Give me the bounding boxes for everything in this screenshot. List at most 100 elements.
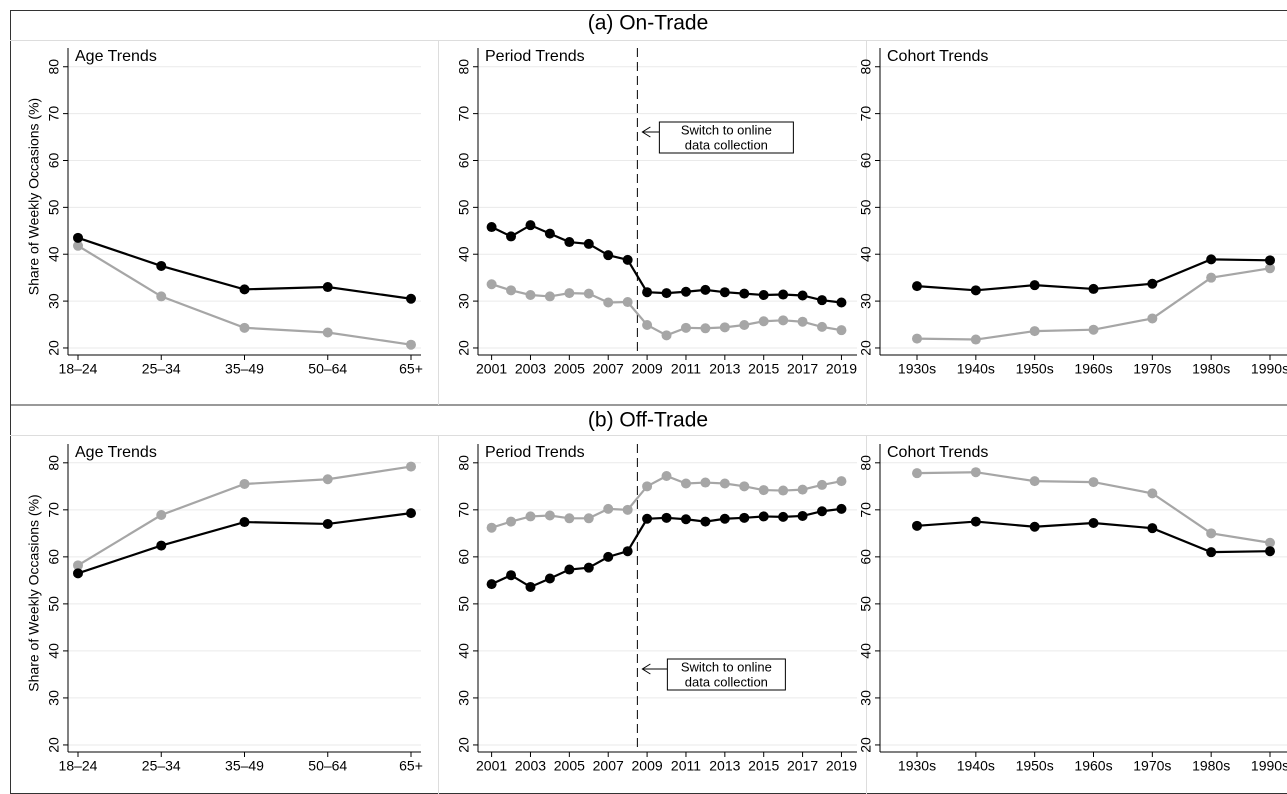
x-tick-label: 2001 [476, 758, 507, 774]
point [836, 476, 847, 487]
x-tick-label: 2017 [787, 758, 818, 774]
point [758, 290, 769, 301]
point [970, 467, 981, 478]
point [583, 238, 594, 249]
annotation-arrow [641, 663, 668, 675]
point [1088, 517, 1099, 528]
point [700, 284, 711, 295]
point [739, 288, 750, 299]
x-tick-label: 2015 [748, 361, 779, 377]
y-tick-label: 70 [456, 106, 472, 122]
point [506, 231, 517, 242]
x-tick-label: 2001 [476, 361, 507, 377]
point [406, 339, 416, 350]
point [486, 579, 497, 590]
x-tick-label: 1950s [1016, 758, 1054, 774]
y-tick-label: 70 [456, 502, 472, 518]
annotation-box [666, 658, 786, 691]
point [564, 288, 575, 299]
annotation-arrow [641, 126, 660, 138]
annotation: Switch to online [681, 122, 772, 137]
point [836, 325, 847, 336]
x-tick-label: 1980s [1192, 361, 1230, 377]
point [603, 297, 614, 308]
point [680, 478, 691, 489]
y-tick-label: 80 [858, 455, 874, 471]
point [912, 520, 922, 531]
panel-title: Cohort Trends [887, 48, 988, 65]
x-tick-label: 1930s [898, 758, 936, 774]
x-tick-label: 1940s [957, 758, 995, 774]
point [719, 287, 730, 298]
point [525, 290, 536, 301]
y-axis-label: Share of Weekly Occasions (%) [26, 98, 42, 295]
point [758, 511, 769, 522]
x-tick-label: 35–49 [225, 758, 264, 774]
y-tick-label: 80 [858, 59, 874, 75]
x-tick-label: 2005 [554, 361, 585, 377]
y-tick-label: 20 [46, 340, 62, 356]
point [1088, 477, 1099, 488]
point [1206, 547, 1217, 558]
point [506, 285, 517, 296]
point [739, 512, 750, 523]
point [1265, 537, 1275, 548]
point [603, 551, 614, 562]
point [622, 297, 633, 308]
y-tick-label: 40 [46, 643, 62, 659]
point [661, 330, 672, 341]
x-tick-label: 18–24 [59, 361, 98, 377]
point [1265, 546, 1275, 557]
x-tick-label: 1990s [1251, 758, 1287, 774]
point [564, 237, 575, 248]
point [817, 506, 828, 517]
point [719, 478, 730, 489]
point [680, 322, 691, 333]
x-tick-label: 1940s [957, 361, 995, 377]
point [1029, 476, 1040, 487]
point [1147, 488, 1158, 499]
y-tick-label: 50 [456, 199, 472, 215]
y-tick-label: 20 [858, 737, 874, 753]
x-tick-label: 2003 [515, 758, 546, 774]
y-tick-label: 20 [456, 737, 472, 753]
point [817, 295, 828, 306]
point [239, 322, 250, 333]
point [406, 508, 416, 519]
point [661, 470, 672, 481]
point [778, 315, 789, 326]
y-tick-label: 30 [858, 293, 874, 309]
point [73, 240, 83, 251]
point [778, 289, 789, 300]
y-tick-label: 80 [456, 455, 472, 471]
point [642, 287, 653, 298]
panel-title: Cohort Trends [887, 444, 988, 461]
y-tick-label: 40 [858, 246, 874, 262]
y-tick-label: 60 [456, 152, 472, 168]
point [817, 321, 828, 332]
point [797, 484, 808, 495]
panel-title: Period Trends [485, 444, 585, 461]
point [680, 514, 691, 525]
y-tick-label: 20 [46, 737, 62, 753]
point [719, 322, 730, 333]
x-tick-label: 1930s [898, 361, 936, 377]
point [1147, 313, 1158, 324]
point [525, 581, 536, 592]
y-tick-label: 30 [456, 293, 472, 309]
panel-title: Age Trends [75, 444, 157, 461]
y-tick-label: 30 [46, 690, 62, 706]
y-tick-label: 50 [858, 596, 874, 612]
y-tick-label: 30 [858, 690, 874, 706]
y-tick-label: 70 [46, 106, 62, 122]
y-axis-label: Share of Weekly Occasions (%) [26, 494, 42, 691]
point [322, 282, 333, 293]
y-tick-label: 50 [46, 199, 62, 215]
panel-title: Period Trends [485, 48, 585, 65]
point [603, 503, 614, 514]
point [583, 562, 594, 573]
point [797, 290, 808, 301]
annotation: data collection [685, 137, 768, 152]
point [486, 279, 497, 290]
